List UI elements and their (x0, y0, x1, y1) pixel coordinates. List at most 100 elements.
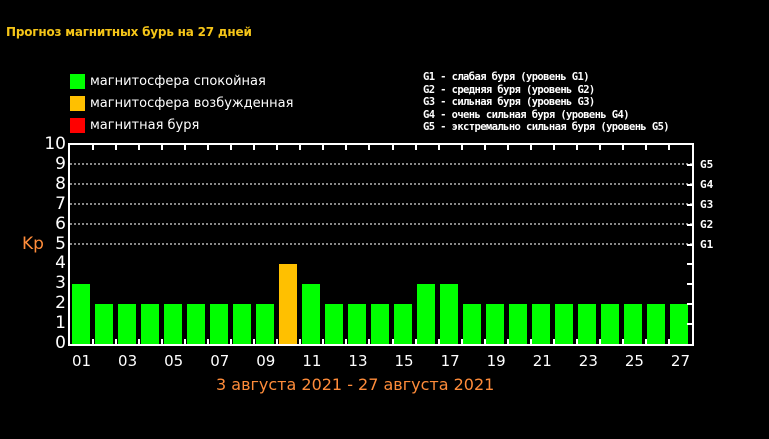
bar (486, 304, 505, 344)
g-legend-item: G4 - очень сильная буря (уровень G4) (423, 108, 630, 121)
tick-mark (391, 339, 394, 344)
legend-item-storm: магнитная буря (70, 114, 293, 136)
tick-mark (621, 339, 624, 344)
bar (463, 304, 482, 344)
tick-mark (161, 339, 164, 344)
gridline (70, 202, 692, 205)
y-axis-label: Kp (22, 234, 44, 254)
tick-mark (184, 145, 187, 150)
y-tick-label: 0 (55, 333, 66, 353)
bar (232, 304, 251, 344)
tick-mark (138, 339, 141, 344)
tick-mark (299, 145, 302, 150)
x-tick-label: 13 (348, 352, 368, 370)
tick-mark (391, 145, 394, 150)
legend-item-excited: магнитосфера возбужденная (70, 92, 293, 114)
g-level-label: G3 (700, 197, 714, 211)
g-legend-item: G2 - средняя буря (уровень G2) (423, 83, 595, 96)
tick-mark (529, 145, 532, 150)
tick-mark (460, 339, 463, 344)
x-tick-label: 09 (256, 352, 276, 370)
tick-mark (253, 339, 256, 344)
tick-mark (598, 145, 601, 150)
tick-mark (644, 145, 647, 150)
bar (94, 304, 113, 344)
tick-mark (552, 339, 555, 344)
tick-mark (276, 339, 279, 344)
y-tick-label: 5 (55, 233, 66, 254)
y-tick-label: 6 (55, 213, 66, 234)
x-tick-label: 25 (624, 352, 644, 370)
tick-mark (460, 145, 463, 150)
y-tick-label: 7 (55, 193, 66, 214)
x-tick-label: 11 (302, 352, 322, 370)
tick-mark (92, 145, 95, 150)
tick-mark (529, 339, 532, 344)
red-swatch-icon (70, 117, 85, 133)
bar (71, 284, 90, 344)
bar (278, 264, 297, 344)
page-title: Прогноз магнитных бурь на 27 дней (6, 25, 252, 39)
status-legend: магнитосфера спокойная магнитосфера возб… (70, 70, 293, 136)
bar (371, 304, 389, 344)
tick-mark (437, 145, 440, 150)
legend-label: магнитная буря (90, 117, 200, 133)
tick-mark (184, 339, 187, 344)
bar (324, 304, 343, 344)
g-level-legend: G1 - слабая буря (уровень G1) G2 - средн… (423, 71, 670, 134)
y-tick-label: 1 (55, 313, 66, 334)
tick-mark (687, 303, 692, 306)
y-tick-label: 8 (55, 173, 66, 194)
bar (578, 304, 597, 344)
tick-mark (276, 145, 279, 150)
tick-mark (414, 339, 417, 344)
tick-mark (687, 163, 692, 166)
tick-mark (575, 145, 578, 150)
tick-mark (345, 145, 348, 150)
tick-mark (115, 339, 118, 344)
orange-swatch-icon (70, 95, 85, 111)
tick-mark (368, 339, 371, 344)
g-legend-item: G1 - слабая буря (уровень G1) (423, 71, 590, 83)
tick-mark (207, 339, 210, 344)
tick-mark (575, 339, 578, 344)
bar (555, 304, 574, 344)
bar (440, 284, 459, 344)
bar (509, 304, 528, 344)
y-tick-label: 10 (44, 134, 66, 154)
tick-mark (299, 339, 302, 344)
tick-mark (322, 145, 325, 150)
tick-mark (368, 145, 371, 150)
x-tick-label: 17 (440, 352, 460, 370)
y-tick-label: 2 (55, 293, 66, 314)
bar (624, 304, 643, 344)
bar (163, 304, 182, 344)
legend-item-calm: магнитосфера спокойная (70, 70, 293, 92)
bar (186, 304, 205, 344)
g-level-label: G5 (700, 157, 714, 171)
tick-mark (506, 339, 509, 344)
x-tick-label: 27 (670, 352, 691, 370)
tick-mark (207, 145, 210, 150)
g-level-label: G1 (700, 237, 714, 251)
tick-mark (230, 339, 233, 344)
tick-mark (345, 339, 348, 344)
bar (140, 304, 159, 344)
tick-mark (552, 145, 555, 150)
y-tick-label: 9 (55, 153, 66, 174)
plot-area (68, 143, 694, 346)
bar (532, 304, 551, 344)
tick-mark (687, 183, 692, 186)
tick-mark (483, 145, 486, 150)
g-level-label: G4 (700, 177, 714, 191)
x-tick-label: 01 (71, 352, 92, 370)
x-tick-label: 19 (486, 352, 506, 370)
legend-label: магнитосфера возбужденная (90, 95, 294, 111)
bar (255, 304, 274, 344)
tick-mark (161, 145, 164, 150)
tick-mark (414, 145, 417, 150)
bar (209, 304, 228, 344)
y-tick-label: 4 (55, 253, 66, 274)
tick-mark (687, 283, 692, 286)
x-tick-label: 05 (164, 352, 184, 370)
